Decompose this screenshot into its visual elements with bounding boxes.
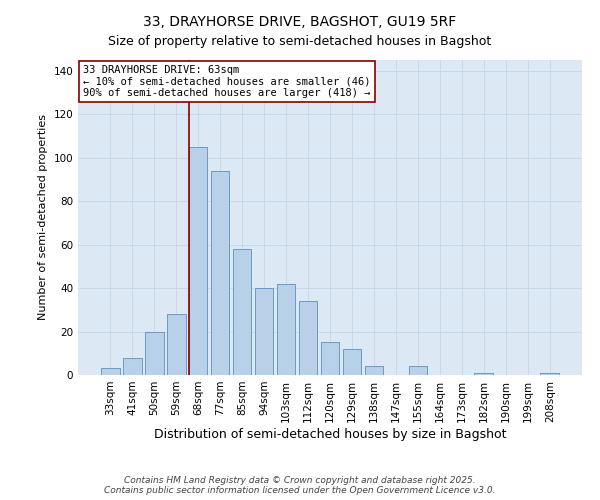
Bar [409,366,427,375]
Bar [320,342,340,375]
X-axis label: Distribution of semi-detached houses by size in Bagshot: Distribution of semi-detached houses by … [154,428,506,440]
Bar [277,284,295,375]
Bar [189,147,208,375]
Bar [255,288,274,375]
Bar [233,249,251,375]
Bar [475,373,493,375]
Text: 33, DRAYHORSE DRIVE, BAGSHOT, GU19 5RF: 33, DRAYHORSE DRIVE, BAGSHOT, GU19 5RF [143,15,457,29]
Bar [343,349,361,375]
Bar [123,358,142,375]
Text: 33 DRAYHORSE DRIVE: 63sqm
← 10% of semi-detached houses are smaller (46)
90% of : 33 DRAYHORSE DRIVE: 63sqm ← 10% of semi-… [83,64,371,98]
Bar [541,373,559,375]
Text: Contains HM Land Registry data © Crown copyright and database right 2025.
Contai: Contains HM Land Registry data © Crown c… [104,476,496,495]
Text: Size of property relative to semi-detached houses in Bagshot: Size of property relative to semi-detach… [109,35,491,48]
Bar [299,301,317,375]
Bar [145,332,164,375]
Bar [211,171,229,375]
Bar [101,368,119,375]
Y-axis label: Number of semi-detached properties: Number of semi-detached properties [38,114,48,320]
Bar [167,314,185,375]
Bar [365,366,383,375]
